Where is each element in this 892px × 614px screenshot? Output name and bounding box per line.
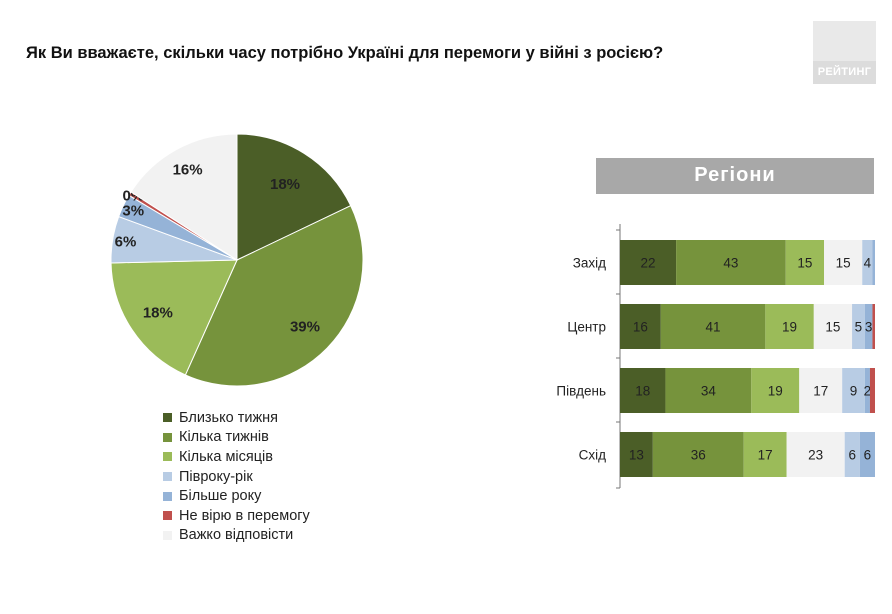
legend-item: Не вірю в перемогу [163, 506, 310, 526]
legend-item: Важко відповісти [163, 526, 310, 546]
pie-slice [110, 259, 238, 376]
bar-value-label: 41 [706, 320, 721, 335]
legend-label: Півроку-рік [179, 468, 253, 485]
pie-slice-label: 39% [290, 318, 320, 335]
bar-value-label: 6 [849, 448, 857, 463]
bar-segment [620, 240, 677, 285]
bar-value-label: 34 [701, 384, 717, 399]
pie-slice-label: 16% [173, 162, 203, 179]
bar-value-label: 23 [808, 448, 823, 463]
category-label: Центр [567, 320, 606, 335]
bar-segment [620, 432, 653, 477]
bar-value-label: 2 [864, 384, 872, 399]
bar-segment [844, 432, 860, 477]
bar-value-label: 15 [825, 320, 840, 335]
legend-label: Не вірю в перемогу [179, 507, 310, 524]
legend-swatch [163, 511, 172, 521]
legend-label: Кілька тижнів [179, 429, 269, 446]
legend-item: Близько тижня [163, 408, 310, 428]
bar-segment [660, 304, 766, 349]
bar-segment [620, 304, 661, 349]
legend-label: Кілька місяців [179, 448, 273, 465]
pie-slice-label: 3% [122, 202, 144, 219]
bar-segment [824, 240, 863, 285]
bar-segment [869, 368, 875, 413]
regions-title: Регіони [694, 164, 776, 186]
chart-title: Як Ви вважаєте, скільки часу потрібно Ук… [26, 44, 664, 62]
legend-swatch [163, 432, 172, 442]
bar-segment [676, 240, 786, 285]
category-label: Захід [573, 256, 606, 271]
bar-segment [872, 240, 875, 285]
legend-item: Півроку-рік [163, 467, 310, 487]
category-label: Південь [556, 384, 606, 399]
bar-value-label: 15 [797, 256, 812, 271]
bar-segment [864, 304, 873, 349]
bar-value-label: 17 [758, 448, 773, 463]
bar-segment [743, 432, 787, 477]
legend-label: Більше року [179, 488, 262, 505]
regions-header: Регіони [596, 158, 874, 194]
bar-value-label: 18 [635, 384, 650, 399]
pie-chart: 18%39%18%6%3%0%16% [110, 133, 364, 387]
pie-slice [184, 205, 364, 387]
pie-slice-label: 6% [115, 234, 137, 251]
bar-segment [859, 432, 875, 477]
bar-segment [786, 432, 845, 477]
rating-logo: РЕЙТИНГ [813, 21, 876, 84]
bar-value-label: 15 [836, 256, 851, 271]
bar-segment [652, 432, 744, 477]
logo-text: РЕЙТИНГ [817, 66, 872, 78]
logo-top-block [813, 21, 876, 61]
regions-bar-chart: Захід 22 43 15 15 4 Центр 16 41 19 15 5 3 Південь 18 34… [556, 224, 875, 489]
bar-segment [852, 304, 865, 349]
legend-swatch [163, 530, 172, 540]
bar-segment [785, 240, 824, 285]
legend-swatch [163, 491, 172, 501]
legend-item: Більше року [163, 486, 310, 506]
bar-value-label: 13 [629, 448, 644, 463]
bar-value-label: 43 [723, 256, 738, 271]
bar-segment [872, 304, 875, 349]
bar-segment [665, 368, 752, 413]
legend-swatch [163, 452, 172, 462]
legend-item: Кілька тижнів [163, 428, 310, 448]
bar-value-label: 6 [864, 448, 872, 463]
bar-value-label: 17 [813, 384, 828, 399]
pie-slice [236, 133, 352, 261]
bar-segment [799, 368, 843, 413]
bar-value-label: 36 [691, 448, 706, 463]
pie-slice [130, 133, 238, 261]
pie-slice-label: 18% [270, 176, 300, 193]
bar-value-label: 3 [865, 320, 873, 335]
legend-label: Важко відповісти [179, 527, 294, 544]
bar-value-label: 5 [855, 320, 863, 335]
bar-segment [864, 368, 870, 413]
pie-slice-label: 18% [143, 305, 173, 322]
bar-segment [620, 368, 666, 413]
bar-value-label: 19 [782, 320, 797, 335]
bar-segment [765, 304, 814, 349]
bar-value-label: 22 [641, 256, 656, 271]
legend-label: Близько тижня [179, 409, 279, 426]
legend-swatch [163, 413, 172, 423]
legend-swatch [163, 472, 172, 482]
bar-value-label: 4 [864, 256, 872, 271]
bar-segment [751, 368, 800, 413]
bar-segment [862, 240, 873, 285]
legend-item: Кілька місяців [163, 447, 310, 467]
pie-legend: Близько тижня Кілька тижнів Кілька місяців… [163, 408, 310, 545]
category-label: Схід [579, 448, 606, 463]
bar-segment [842, 368, 865, 413]
bar-value-label: 16 [633, 320, 648, 335]
bar-value-label: 9 [850, 384, 858, 399]
bar-value-label: 19 [768, 384, 783, 399]
bar-segment [813, 304, 853, 349]
